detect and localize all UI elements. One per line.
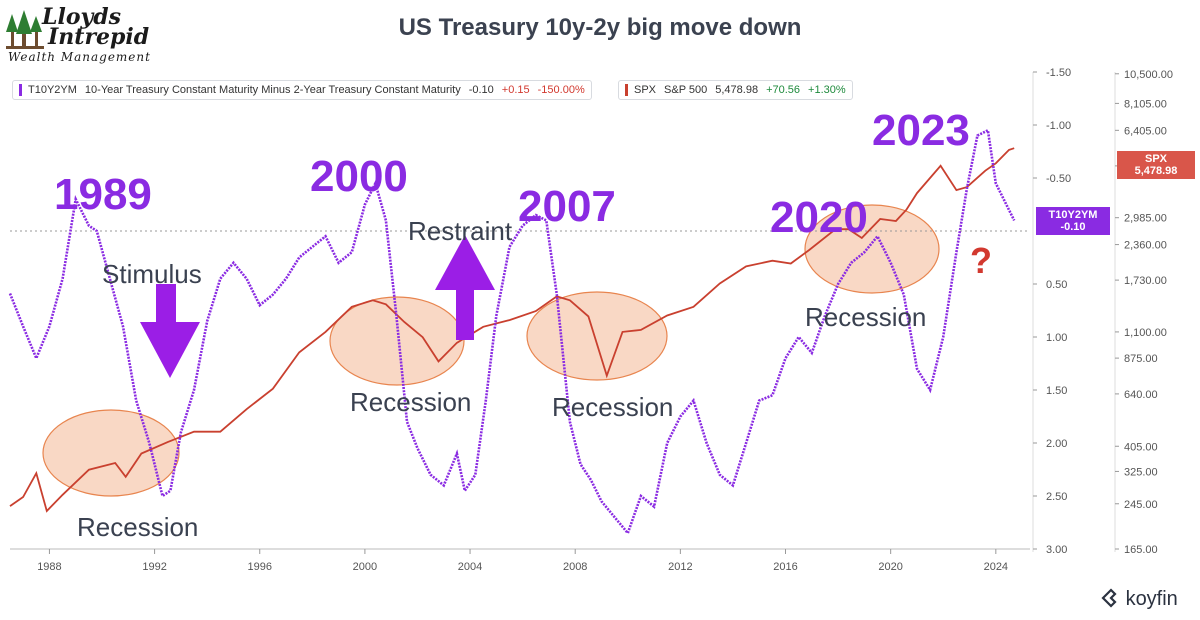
spx-tag-name: SPX xyxy=(1144,153,1167,165)
left-tick-label: 2.00 xyxy=(1046,438,1067,450)
left-tick-label: 2.50 xyxy=(1046,491,1067,503)
label-1989: 1989 xyxy=(54,170,152,219)
recession-ellipse-2020 xyxy=(804,204,940,294)
right-tick-label: 6,405.00 xyxy=(1124,125,1167,137)
legend-spx-value: 5,478.98 xyxy=(715,84,759,96)
legend-swatch-t10 xyxy=(19,84,22,96)
legend-t10-change: +0.15 xyxy=(501,84,530,96)
legend-t10-value: -0.10 xyxy=(468,84,494,96)
right-tick-label: 2,985.00 xyxy=(1124,213,1167,225)
right-tick-label: 1,730.00 xyxy=(1124,275,1167,287)
right-tick-label: 1,100.00 xyxy=(1124,327,1167,339)
spx-tag-value: 5,478.98 xyxy=(1134,165,1178,177)
x-tick-label: 2008 xyxy=(563,561,587,573)
legend-spx[interactable]: SPX S&P 500 5,478.98 +70.56 +1.30% xyxy=(618,80,853,100)
chart-title: US Treasury 10y-2y big move down xyxy=(398,14,802,41)
legend-t10-ticker: T10Y2YM xyxy=(28,84,77,96)
recession-ellipse-2001 xyxy=(329,296,465,386)
t10y2ym-series-line xyxy=(8,128,1016,536)
recession-ellipse-2008 xyxy=(526,291,668,381)
label-2000: 2000 xyxy=(310,152,408,201)
right-tick-label: 875.00 xyxy=(1124,353,1158,365)
spx-price-tag: SPX 5,478.98 xyxy=(1117,151,1195,179)
right-axis-ticks: 10,500.008,105.006,405.004,695.002,985.0… xyxy=(1115,69,1173,556)
legend-spx-pct: +1.30% xyxy=(808,84,846,96)
legend-t10y2ym[interactable]: T10Y2YM 10-Year Treasury Constant Maturi… xyxy=(12,80,592,100)
left-tick-label: 0.50 xyxy=(1046,279,1067,291)
left-tick-label: -1.50 xyxy=(1046,67,1071,79)
spx-series-line xyxy=(9,147,1015,513)
left-tick-label: -1.00 xyxy=(1046,120,1071,132)
label-stimulus: Stimulus xyxy=(102,259,202,289)
legend-swatch-spx xyxy=(625,84,628,96)
x-tick-label: 1996 xyxy=(248,561,272,573)
legend-spx-change: +70.56 xyxy=(766,84,801,96)
x-tick-label: 2000 xyxy=(353,561,377,573)
label-recession-1990: Recession xyxy=(77,512,199,542)
right-tick-label: 2,360.00 xyxy=(1124,240,1167,252)
koyfin-logo-icon xyxy=(1101,588,1117,608)
label-2023: 2023 xyxy=(872,106,970,155)
restraint-arrow-icon xyxy=(435,235,495,340)
x-tick-label: 1988 xyxy=(37,561,61,573)
left-tick-label: -0.50 xyxy=(1046,173,1071,185)
left-tick-label: 1.00 xyxy=(1046,332,1067,344)
t10-tag-value: -0.10 xyxy=(1060,221,1086,233)
koyfin-brand: koyfin xyxy=(1100,588,1178,611)
right-tick-label: 640.00 xyxy=(1124,389,1158,401)
left-axis-ticks: -1.50 -1.00 -0.50 0.50 1.00 1.50 2.00 2.50 3.00 xyxy=(1033,67,1071,556)
legend-t10-pct: -150.00% xyxy=(537,84,585,96)
right-tick-label: 10,500.00 xyxy=(1124,69,1173,81)
label-recession-2001: Recession xyxy=(350,387,472,417)
legend-spx-ticker: SPX xyxy=(634,84,657,96)
koyfin-text: koyfin xyxy=(1125,588,1178,610)
right-tick-label: 165.00 xyxy=(1124,544,1158,556)
logo-line-2: Intrepid xyxy=(48,24,150,50)
t10-tag-name: T10Y2YM xyxy=(1048,209,1098,221)
legend-t10-name: 10-Year Treasury Constant Maturity Minus… xyxy=(84,84,461,96)
x-tick-label: 2004 xyxy=(458,561,482,573)
t10-value-tag: T10Y2YM -0.10 xyxy=(1036,207,1110,235)
x-tick-label: 2024 xyxy=(984,561,1008,573)
label-restraint: Restraint xyxy=(408,216,513,246)
x-tick-label: 2012 xyxy=(668,561,692,573)
label-recession-2020: Recession xyxy=(805,302,927,332)
tree-icon xyxy=(6,10,44,49)
left-tick-label: 3.00 xyxy=(1046,544,1067,556)
right-tick-label: 245.00 xyxy=(1124,499,1158,511)
label-2007: 2007 xyxy=(518,182,616,231)
logo-line-1: Lloyds xyxy=(42,4,122,30)
right-tick-label: 325.00 xyxy=(1124,466,1158,478)
logo-line-3: Wealth Management xyxy=(8,50,151,64)
x-tick-label: 2020 xyxy=(878,561,902,573)
right-tick-label: 8,105.00 xyxy=(1124,98,1167,110)
label-question-mark: ? xyxy=(970,240,992,281)
stimulus-arrow-icon xyxy=(140,284,200,378)
x-tick-label: 2016 xyxy=(773,561,797,573)
recession-highlights xyxy=(42,204,940,497)
recession-ellipse-1990 xyxy=(42,409,180,497)
label-recession-2008: Recession xyxy=(552,392,674,422)
label-2020: 2020 xyxy=(770,193,868,242)
brand-logo: Lloyds Intrepid Wealth Management xyxy=(6,4,176,64)
legend-spx-name: S&P 500 xyxy=(664,84,708,96)
x-tick-label: 1992 xyxy=(142,561,166,573)
left-tick-label: 1.50 xyxy=(1046,385,1067,397)
x-axis-ticks: 1988 1992 1996 2000 2004 2008 2012 2016 2020 2024 xyxy=(37,549,1008,573)
right-tick-label: 405.00 xyxy=(1124,441,1158,453)
